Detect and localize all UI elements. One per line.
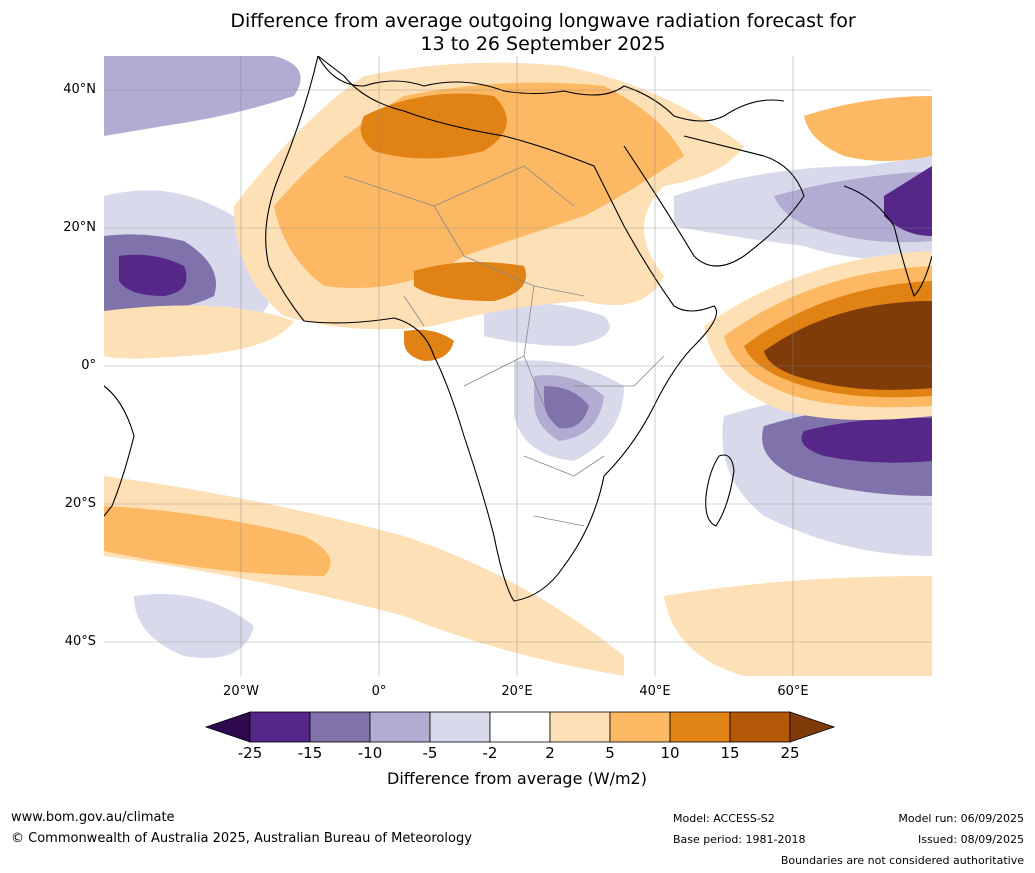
footer-base-period: Base period: 1981-2018: [673, 833, 806, 846]
colorbar-segment: [489, 711, 551, 743]
anomaly-positive-west-indian-core: [764, 301, 932, 390]
anomaly-negative-tropical-atlantic-core: [119, 254, 187, 296]
lat-label-20n: 20°N: [63, 220, 96, 235]
footer-issued: Issued: 08/09/2025: [917, 833, 1024, 846]
footer-url[interactable]: www.bom.gov.au/climate: [11, 810, 175, 825]
colorbar-segment: [429, 711, 491, 743]
lat-label-40s: 40°S: [64, 634, 96, 649]
anomaly-positive-north-africa-core: [360, 93, 507, 159]
lat-label-20s: 20°S: [64, 496, 96, 511]
colorbar-tick-label: -2: [482, 744, 498, 762]
arabia-coastline: [623, 135, 805, 267]
anomaly-negative-central-africa: [484, 302, 610, 346]
colorbar-label: Difference from average (W/m2): [387, 769, 647, 788]
colorbar-segment: [669, 711, 731, 743]
colorbar-tick-label: 15: [720, 744, 740, 762]
colorbar-tick-label: 5: [605, 744, 615, 762]
colorbar-tick-label: -25: [237, 744, 263, 762]
lon-label-60e: 60°E: [777, 684, 809, 699]
colorbar: [204, 711, 835, 743]
lat-label-0: 0°: [81, 358, 96, 373]
lat-label-40n: 40°N: [63, 82, 96, 97]
title-line-1: Difference from average outgoing longwav…: [230, 10, 856, 32]
colorbar-tick-label: -10: [357, 744, 383, 762]
anomaly-positive-southern-indian: [664, 576, 932, 676]
lon-label-40e: 40°E: [639, 684, 671, 699]
colorbar-segment: [249, 711, 311, 743]
country-borders: [343, 165, 665, 527]
colorbar-tick-label: 25: [780, 744, 800, 762]
south-america-coastline: [104, 385, 135, 517]
footer-disclaimer: Boundaries are not considered authoritat…: [780, 854, 1024, 867]
anomaly-positive-middle-east: [804, 96, 932, 161]
lon-label-0: 0°: [371, 684, 387, 699]
anomaly-negative-east-africa-core: [544, 386, 589, 429]
anomaly-positive-south-atlantic-mid: [104, 506, 331, 576]
lon-label-20e: 20°E: [501, 684, 533, 699]
title-line-2: 13 to 26 September 2025: [420, 33, 666, 55]
europe-coastline: [317, 56, 785, 122]
footer-copyright: © Commonwealth of Australia 2025, Austra…: [11, 831, 472, 846]
map: [104, 56, 932, 676]
footer-model-run: Model run: 06/09/2025: [898, 812, 1024, 825]
madagascar-coastline: [705, 454, 735, 527]
lon-label-20w: 20°W: [223, 684, 259, 699]
colorbar-segment: [309, 711, 371, 743]
anomaly-positive-gulf-guinea-light: [104, 305, 294, 359]
africa-coastline: [265, 56, 718, 602]
colorbar-extend-high: [789, 711, 835, 743]
anomaly-negative-india-core: [884, 166, 932, 236]
anomaly-positive-sahel-core: [414, 262, 526, 301]
colorbar-tick-label: -5: [422, 744, 438, 762]
anomaly-negative-south-indian-core: [801, 417, 932, 463]
colorbar-segment: [369, 711, 431, 743]
chart-title: Difference from average outgoing longwav…: [104, 10, 982, 56]
colorbar-segment: [549, 711, 611, 743]
footer-model: Model: ACCESS-S2: [673, 812, 775, 825]
colorbar-segment: [729, 711, 791, 743]
colorbar-extend-low: [204, 711, 251, 743]
colorbar-tick-label: 2: [545, 744, 555, 762]
india-coastline: [843, 185, 932, 298]
colorbar-tick-label: 10: [660, 744, 680, 762]
gridlines: [104, 56, 932, 676]
colorbar-segment: [609, 711, 671, 743]
colorbar-tick-label: -15: [297, 744, 323, 762]
anomaly-negative-nw-atlantic: [104, 56, 301, 136]
